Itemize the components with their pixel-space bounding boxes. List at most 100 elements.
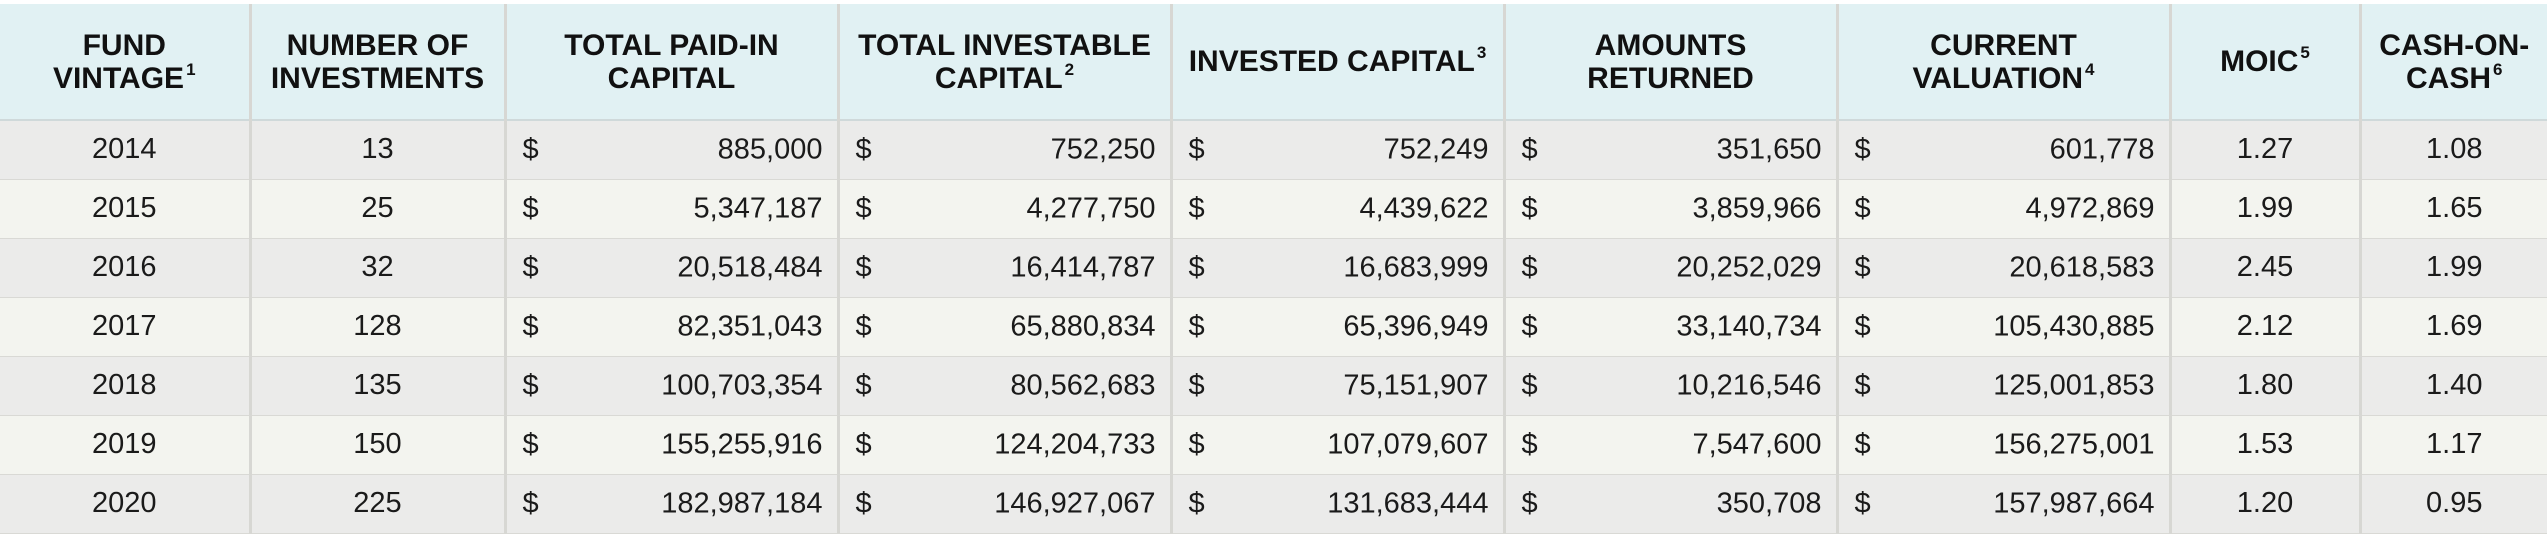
header-line: NUMBER OF xyxy=(253,28,504,62)
table-row: 2016 32 $20,518,484 $16,414,787 $16,683,999 $… xyxy=(0,238,2547,298)
cell-invested-capital: $131,683,444 xyxy=(1169,474,1504,534)
header-text: FUND xyxy=(82,28,166,62)
amount-value: 16,414,787 xyxy=(1010,251,1156,283)
amount-value: 146,927,067 xyxy=(994,487,1156,519)
cell-total-investable-capital: $146,927,067 xyxy=(836,474,1171,534)
amount-value: 20,618,583 xyxy=(2009,251,2155,283)
table-row: 2020 225 $182,987,184 $146,927,067 $131,683,… xyxy=(0,474,2547,534)
cell-moic: 2.45 xyxy=(2168,238,2360,298)
cell-number-of-investments: 25 xyxy=(248,179,505,239)
cell-moic: 1.99 xyxy=(2168,179,2360,239)
cell-fund-vintage: 2014 xyxy=(0,120,250,180)
currency-symbol: $ xyxy=(1521,192,1538,224)
cell-amounts-returned: $10,216,546 xyxy=(1502,356,1837,416)
header-line: MOIC 5 xyxy=(2173,44,2359,78)
currency-symbol: $ xyxy=(1854,310,1871,342)
header-line: CAPITAL 2 xyxy=(841,59,1170,95)
cell-current-valuation: $4,972,869 xyxy=(1835,179,2170,239)
amount-value: 75,151,907 xyxy=(1343,369,1489,401)
amount-value: 4,439,622 xyxy=(1359,192,1489,224)
cell-moic: 1.20 xyxy=(2168,474,2360,534)
header-line: CASH 6 xyxy=(2363,59,2547,95)
table-body: 2014 13 $885,000 $752,250 $752,249 $351,650 $6… xyxy=(0,120,2547,534)
cell-total-investable-capital: $124,204,733 xyxy=(836,415,1171,475)
table-row: 2014 13 $885,000 $752,250 $752,249 $351,650 $6… xyxy=(0,120,2547,180)
amount-value: 105,430,885 xyxy=(1993,310,2155,342)
header-line: TOTAL PAID-IN xyxy=(508,29,837,62)
header-number-of-investments: NUMBER OF INVESTMENTS xyxy=(248,4,505,121)
currency-symbol: $ xyxy=(1188,251,1205,283)
amount-value: 65,880,834 xyxy=(1010,310,1156,342)
footnote-marker: 1 xyxy=(186,59,196,79)
cell-current-valuation: $105,430,885 xyxy=(1835,297,2170,357)
currency-symbol: $ xyxy=(1521,369,1538,401)
currency-symbol: $ xyxy=(855,487,872,519)
currency-symbol: $ xyxy=(1188,487,1205,519)
cell-number-of-investments: 32 xyxy=(248,238,505,298)
cell-fund-vintage: 2017 xyxy=(0,297,250,357)
currency-symbol: $ xyxy=(1521,310,1538,342)
amount-value: 7,547,600 xyxy=(1692,428,1822,460)
cell-current-valuation: $601,778 xyxy=(1835,120,2170,180)
header-line: CURRENT xyxy=(1840,28,2169,62)
currency-symbol: $ xyxy=(1854,133,1871,166)
cell-total-investable-capital: $4,277,750 xyxy=(836,179,1171,239)
currency-symbol: $ xyxy=(855,369,872,401)
header-line: VINTAGE 1 xyxy=(0,59,249,95)
cell-invested-capital: $4,439,622 xyxy=(1169,179,1504,239)
cell-total-paid-in-capital: $155,255,916 xyxy=(503,415,838,475)
header-line: INVESTMENTS xyxy=(253,62,504,95)
cell-total-paid-in-capital: $5,347,187 xyxy=(503,179,838,239)
amount-value: 4,972,869 xyxy=(2025,192,2155,224)
table-row: 2017 128 $82,351,043 $65,880,834 $65,396,949… xyxy=(0,297,2547,357)
header-current-valuation: CURRENT VALUATION 4 xyxy=(1835,4,2170,121)
cell-total-investable-capital: $752,250 xyxy=(836,120,1171,180)
cell-cash-on-cash: 1.40 xyxy=(2358,356,2547,416)
header-text: CASH-ON- xyxy=(2379,28,2530,62)
amount-value: 156,275,001 xyxy=(1993,428,2155,460)
cell-cash-on-cash: 1.08 xyxy=(2358,120,2547,180)
cell-amounts-returned: $350,708 xyxy=(1502,474,1837,534)
cell-amounts-returned: $33,140,734 xyxy=(1502,297,1837,357)
cell-current-valuation: $157,987,664 xyxy=(1835,474,2170,534)
currency-symbol: $ xyxy=(855,192,872,224)
footnote-marker: 3 xyxy=(1476,43,1487,62)
footnote-marker: 4 xyxy=(2085,59,2095,79)
cell-fund-vintage: 2020 xyxy=(0,474,250,534)
header-text: AMOUNTS xyxy=(1594,28,1747,62)
amount-value: 351,650 xyxy=(1716,133,1822,166)
header-text: TOTAL INVESTABLE xyxy=(858,28,1151,62)
footnote-marker: 6 xyxy=(2493,59,2503,79)
currency-symbol: $ xyxy=(1521,251,1538,283)
currency-symbol: $ xyxy=(1188,133,1205,166)
cell-number-of-investments: 150 xyxy=(248,415,505,475)
currency-symbol: $ xyxy=(855,251,872,283)
header-text: CURRENT xyxy=(1930,28,2077,62)
cell-total-investable-capital: $80,562,683 xyxy=(836,356,1171,416)
amount-value: 157,987,664 xyxy=(1993,487,2155,519)
footnote-marker: 2 xyxy=(1064,59,1075,79)
amount-value: 5,347,187 xyxy=(693,192,823,224)
amount-value: 82,351,043 xyxy=(677,310,823,342)
amount-value: 3,859,966 xyxy=(1692,192,1822,224)
currency-symbol: $ xyxy=(1854,251,1871,283)
header-text: MOIC xyxy=(2220,45,2299,78)
header-line: TOTAL INVESTABLE xyxy=(841,28,1170,62)
amount-value: 100,703,354 xyxy=(661,369,823,401)
amount-value: 131,683,444 xyxy=(1327,487,1489,519)
header-line: RETURNED xyxy=(1507,62,1836,95)
currency-symbol: $ xyxy=(1521,487,1538,519)
amount-value: 107,079,607 xyxy=(1327,428,1489,460)
header-moic: MOIC 5 xyxy=(2168,4,2360,121)
cell-total-paid-in-capital: $885,000 xyxy=(503,120,838,180)
header-text: NUMBER OF xyxy=(286,28,469,62)
header-line: FUND xyxy=(0,29,249,62)
amount-value: 182,987,184 xyxy=(661,487,823,519)
cell-cash-on-cash: 1.65 xyxy=(2358,179,2547,239)
cell-fund-vintage: 2016 xyxy=(0,238,250,298)
cell-invested-capital: $75,151,907 xyxy=(1169,356,1504,416)
cell-moic: 1.53 xyxy=(2168,415,2360,475)
currency-symbol: $ xyxy=(1854,369,1871,401)
currency-symbol: $ xyxy=(522,192,539,224)
